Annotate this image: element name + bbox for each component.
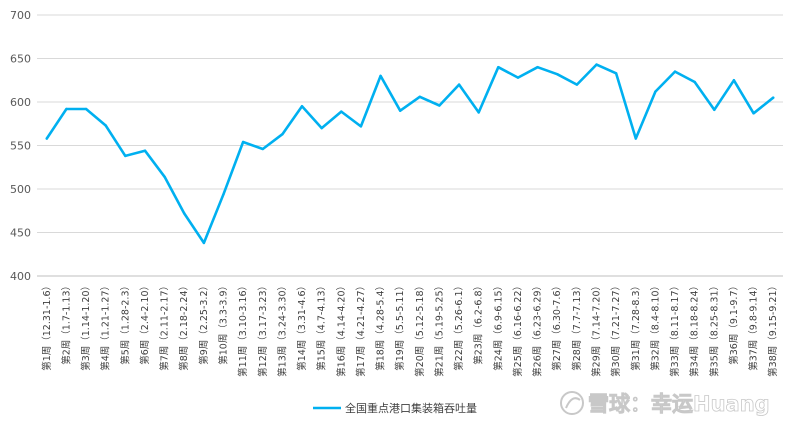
y-tick-label: 450 xyxy=(10,227,31,240)
y-axis-ticks: 400 450 500 550 600 650 700 xyxy=(10,9,31,283)
data-point xyxy=(183,212,186,215)
data-point xyxy=(241,140,245,144)
data-point xyxy=(477,111,480,114)
x-tick-label: 第1周（12.31-1.6） xyxy=(41,281,53,371)
x-tick-label: 第25周（6.16-6.22） xyxy=(512,281,524,377)
data-point xyxy=(693,80,696,84)
data-point xyxy=(84,107,88,111)
watermark: 雪球：幸运Huang xyxy=(560,391,770,416)
x-tick-label: 第30周（7.21-7.27） xyxy=(610,281,622,377)
data-point xyxy=(45,137,49,140)
data-point xyxy=(65,107,68,111)
x-tick-label: 第34周（8.18-8.24） xyxy=(689,281,701,377)
series-layer xyxy=(45,63,775,245)
data-point xyxy=(418,95,422,98)
x-tick-label: 第4周（1.21-1.27） xyxy=(100,281,112,371)
watermark-text: 雪球：幸运Huang xyxy=(588,392,770,416)
data-point xyxy=(398,109,402,112)
legend: 全国重点港口集装箱吞吐量 xyxy=(313,401,477,415)
data-point xyxy=(457,83,461,86)
data-point xyxy=(163,175,166,179)
data-point xyxy=(654,90,657,93)
data-point xyxy=(379,74,382,78)
x-tick-label: 第13周（3.24-3.30） xyxy=(276,281,288,377)
x-tick-label: 第14周（3.31-4.6） xyxy=(296,281,308,371)
x-tick-label: 第7周（2.11-2.17） xyxy=(159,281,171,371)
x-tick-label: 第15周（4.7-4.13） xyxy=(316,281,328,371)
data-point xyxy=(202,241,206,245)
x-tick-label: 第38周（9.15-9.21） xyxy=(767,281,779,377)
y-tick-label: 400 xyxy=(10,270,31,283)
data-point xyxy=(104,124,107,127)
x-tick-label: 第19周（5.5-5.11） xyxy=(394,281,406,371)
x-tick-label: 第20周（5.12-5.18） xyxy=(414,281,426,377)
y-tick-label: 650 xyxy=(10,53,31,66)
x-tick-label: 第29周（7.14-7.20） xyxy=(591,281,603,377)
data-point xyxy=(438,104,441,107)
x-axis-ticks: 第1周（12.31-1.6） 第2周（1.7-1.13） 第3周（1.14-1.20… xyxy=(41,281,779,377)
data-point xyxy=(575,83,579,86)
data-point xyxy=(634,137,637,140)
logo-swirl xyxy=(565,397,581,409)
x-tick-label: 第36周（9.1-9.7） xyxy=(728,281,740,365)
x-tick-label: 第3周（1.14-1.20） xyxy=(80,281,92,371)
x-tick-label: 第11周（3.10-3.16） xyxy=(237,281,249,377)
data-point xyxy=(752,112,755,115)
x-tick-label: 第28周（7.7-7.13） xyxy=(571,281,583,371)
data-point xyxy=(614,72,618,75)
data-point xyxy=(261,147,264,151)
x-tick-label: 第6周（2.4-2.10） xyxy=(139,281,151,365)
x-tick-label: 第27周（6.30-7.6） xyxy=(551,281,563,371)
x-tick-label: 第22周（5.26-6.1） xyxy=(453,281,465,371)
data-point xyxy=(713,108,716,112)
data-point xyxy=(497,66,500,69)
x-tick-label: 第12周（3.17-3.23） xyxy=(257,281,269,377)
x-tick-label: 第32周（8.4-8.10） xyxy=(649,281,661,371)
y-tick-label: 500 xyxy=(10,183,31,196)
x-tick-label: 第8周（2.18-2.24） xyxy=(178,281,190,371)
x-tick-label: 第10周（3.3-3.9） xyxy=(218,281,230,365)
data-point xyxy=(732,79,736,82)
x-tick-label: 第23周（6.2-6.8） xyxy=(473,281,485,365)
x-tick-label: 第31周（7.28-8.3） xyxy=(630,281,642,371)
data-point xyxy=(359,125,363,128)
y-tick-label: 700 xyxy=(10,9,31,22)
x-tick-label: 第5周（1.28-2.3） xyxy=(119,281,131,365)
x-tick-label: 第17周（4.21-4.27） xyxy=(355,281,367,377)
data-point xyxy=(281,132,284,136)
snowball-logo-icon xyxy=(560,391,584,415)
data-point xyxy=(320,126,323,130)
x-tick-label: 第26周（6.23-6.29） xyxy=(532,281,544,377)
x-tick-label: 第24周（6.9-6.15） xyxy=(492,281,504,371)
data-point xyxy=(536,66,539,69)
data-point xyxy=(556,72,559,76)
x-tick-label: 第33周（8.11-8.17） xyxy=(669,281,681,377)
data-point xyxy=(673,70,677,73)
data-point xyxy=(516,76,520,79)
x-tick-label: 第35周（8.25-8.31） xyxy=(708,281,720,377)
data-point xyxy=(124,154,127,158)
data-point xyxy=(222,193,225,196)
data-point xyxy=(340,110,343,113)
logo-ring xyxy=(560,391,584,415)
data-point xyxy=(143,149,147,152)
data-point xyxy=(595,63,598,66)
x-tick-label: 第16周（4.14-4.20） xyxy=(335,281,347,377)
x-tick-label: 第21周（5.19-5.25） xyxy=(433,281,445,377)
y-tick-label: 600 xyxy=(10,96,31,109)
legend-label: 全国重点港口集装箱吞吐量 xyxy=(345,401,477,415)
y-tick-label: 550 xyxy=(10,140,31,153)
x-tick-label: 第2周（1.7-1.13） xyxy=(60,281,72,365)
x-tick-label: 第18周（4.28-5.4） xyxy=(375,281,387,371)
gridlines xyxy=(37,14,783,233)
data-point xyxy=(300,105,304,108)
data-point xyxy=(771,96,775,99)
x-tick-label: 第37周（9.8-9.14） xyxy=(748,281,760,371)
series-line xyxy=(45,63,775,245)
x-tick-label: 第9周（2.25-3.2） xyxy=(198,281,210,365)
